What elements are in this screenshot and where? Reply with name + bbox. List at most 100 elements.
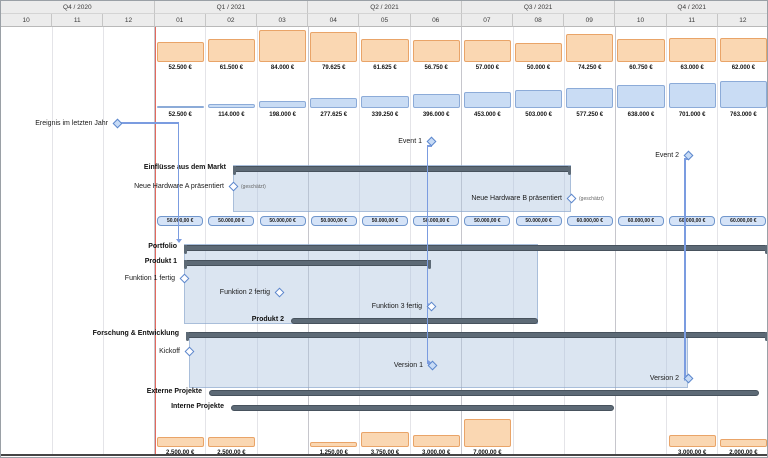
budget-pill[interactable]: 60.000,00 €	[720, 216, 767, 226]
budget-pill[interactable]: 50.000,00 €	[515, 216, 562, 226]
gantt-bar-forschung-entwicklung[interactable]	[186, 332, 767, 341]
cumulative-cost-bar[interactable]	[156, 106, 204, 108]
dependency-line	[177, 122, 179, 241]
bottom-cost-bar[interactable]	[668, 435, 716, 447]
grid-line	[461, 27, 463, 454]
budget-pill[interactable]: 60.000,00 €	[566, 216, 613, 226]
grid-line	[614, 27, 616, 454]
cumulative-cost-bar[interactable]	[259, 100, 307, 108]
budget-pill[interactable]: 50.000,00 €	[157, 216, 204, 226]
cumulative-cost-label: 453.000 €	[474, 112, 501, 118]
month-header-cell: 05	[359, 14, 411, 27]
monthly-cost-bar[interactable]	[361, 38, 409, 62]
group-region	[233, 165, 571, 212]
budget-pill[interactable]: 60.000,00 €	[617, 216, 665, 226]
milestone-ereignis-letztes-jahr-diamond-icon[interactable]	[112, 118, 122, 128]
cumulative-cost-bar[interactable]	[617, 85, 665, 108]
row-label-produkt-1: Produkt 1	[144, 258, 177, 265]
cumulative-cost-label: 577.250 €	[576, 112, 604, 118]
monthly-cost-bar[interactable]	[719, 38, 767, 62]
bottom-cost-label: 3.000,00 €	[678, 449, 707, 456]
gantt-bar-produkt-1[interactable]	[184, 260, 431, 269]
cumulative-cost-label: 277.625 €	[320, 112, 348, 118]
monthly-cost-bar[interactable]	[259, 30, 307, 62]
monthly-cost-label: 50.000 €	[526, 65, 551, 71]
cumulative-cost-bar[interactable]	[310, 98, 358, 108]
cumulative-cost-bar[interactable]	[361, 95, 409, 108]
monthly-cost-bar[interactable]	[515, 42, 563, 62]
bottom-cost-label: 3.750,00 €	[370, 449, 400, 456]
monthly-cost-label: 63.000 €	[680, 65, 704, 71]
bottom-cost-bar[interactable]	[719, 439, 767, 447]
grid-line	[256, 27, 258, 454]
milestone-label-funktion-1-fertig: Funktion 1 fertig	[124, 274, 175, 282]
bottom-cost-bar[interactable]	[310, 442, 358, 447]
cumulative-cost-bar[interactable]	[515, 90, 563, 108]
monthly-cost-bar[interactable]	[412, 40, 460, 62]
month-header-cell: 12	[103, 14, 155, 27]
budget-pill[interactable]: 60.000,00 €	[669, 216, 716, 226]
monthly-cost-label: 62.000 €	[731, 65, 756, 71]
dependency-line	[121, 122, 179, 124]
month-header-cell: 09	[564, 14, 616, 27]
monthly-cost-label: 57.000 €	[475, 65, 500, 71]
cumulative-cost-bar[interactable]	[412, 93, 460, 108]
bottom-cost-label: 7.000,00 €	[473, 449, 502, 456]
budget-pill[interactable]: 50.000,00 €	[208, 216, 255, 226]
gantt-bar-einfluesse-markt[interactable]	[233, 166, 571, 175]
monthly-cost-bar[interactable]	[207, 38, 255, 62]
budget-pill[interactable]: 50.000,00 €	[413, 216, 460, 226]
monthly-cost-bar[interactable]	[668, 38, 716, 62]
row-label-forschung-entwicklung: Forschung & Entwicklung	[92, 330, 179, 337]
month-header-cell: 11	[52, 14, 104, 27]
monthly-cost-bar[interactable]	[156, 42, 204, 62]
bottom-cost-bar[interactable]	[463, 419, 511, 447]
budget-pill[interactable]: 50.000,00 €	[464, 216, 511, 226]
cumulative-cost-label: 52.500 €	[168, 112, 192, 118]
monthly-cost-label: 61.625 €	[373, 65, 397, 71]
cumulative-cost-bar[interactable]	[668, 83, 716, 108]
monthly-cost-label: 79.625 €	[322, 65, 346, 71]
monthly-cost-bar[interactable]	[310, 31, 358, 62]
group-region	[189, 332, 688, 388]
cumulative-cost-label: 396.000 €	[422, 112, 450, 118]
monthly-cost-bar[interactable]	[617, 38, 665, 62]
cumulative-cost-label: 701.000 €	[678, 112, 706, 118]
bottom-cost-bar[interactable]	[412, 435, 460, 447]
cumulative-cost-label: 114.000 €	[218, 112, 245, 118]
budget-pill[interactable]: 50.000,00 €	[259, 216, 306, 226]
cumulative-cost-bar[interactable]	[566, 87, 614, 108]
bottom-cost-bar[interactable]	[156, 437, 204, 447]
month-header-cell: 01	[154, 14, 206, 27]
monthly-cost-bar[interactable]	[566, 33, 614, 62]
quarter-header-cell: Q4 / 2021	[615, 1, 767, 14]
milestone-label-kickoff: Kickoff	[159, 347, 180, 355]
cumulative-cost-bar[interactable]	[463, 91, 511, 108]
milestone-label-ereignis-letztes-jahr: Ereignis im letzten Jahr	[35, 119, 108, 127]
month-header-cell: 10	[615, 14, 667, 27]
milestone-label-neue-hardware-a-praesentiert: Neue Hardware A präsentiert	[134, 182, 224, 190]
gantt-bar-portfolio[interactable]	[184, 245, 767, 254]
bottom-cost-bar[interactable]	[361, 432, 409, 447]
grid-line	[358, 27, 360, 454]
bottom-cost-bar[interactable]	[207, 437, 255, 447]
cumulative-cost-label: 638.000 €	[627, 112, 655, 118]
cumulative-cost-bar[interactable]	[207, 103, 255, 108]
milestone-label-neue-hardware-b-praesentiert: Neue Hardware B präsentiert	[471, 194, 562, 202]
gantt-bar-interne-projekte[interactable]	[231, 405, 614, 411]
gantt-bar-externe-projekte[interactable]	[209, 390, 759, 396]
cumulative-cost-bar[interactable]	[719, 81, 767, 108]
monthly-cost-bar[interactable]	[463, 40, 511, 62]
quarter-header-cell: Q2 / 2021	[308, 1, 462, 14]
budget-pill[interactable]: 50.000,00 €	[310, 216, 357, 226]
chart-bottom-border	[1, 454, 767, 456]
gantt-bar-produkt-2[interactable]	[291, 318, 538, 324]
grid-line	[666, 27, 668, 454]
month-header-cell: 11	[666, 14, 718, 27]
milestone-note-neue-hardware-b-praesentiert: (geschätzt)	[579, 195, 604, 202]
bottom-cost-label: 2.500,00 €	[217, 449, 246, 456]
today-line	[154, 27, 157, 454]
grid-line	[51, 27, 53, 454]
budget-pill[interactable]: 50.000,00 €	[361, 216, 409, 226]
